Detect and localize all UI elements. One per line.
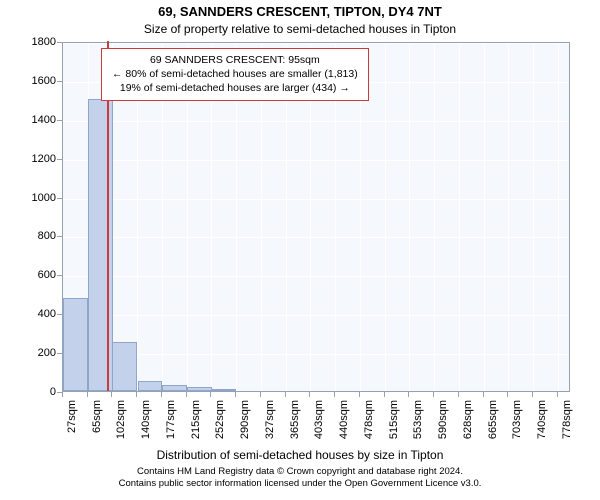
- histogram-bar: [112, 342, 137, 391]
- x-tick-mark: [136, 392, 137, 397]
- y-tick-label: 0: [16, 386, 56, 398]
- y-tick-label: 1000: [16, 192, 56, 204]
- histogram-bar: [162, 385, 187, 391]
- x-tick-mark: [62, 392, 63, 397]
- grid-line-horizontal: [63, 237, 569, 238]
- histogram-bar: [88, 99, 113, 391]
- grid-line-vertical: [484, 43, 485, 391]
- y-tick-mark: [57, 275, 62, 276]
- footer-line-2: Contains public sector information licen…: [0, 478, 600, 490]
- y-tick-mark: [57, 120, 62, 121]
- y-tick-mark: [57, 42, 62, 43]
- grid-line-vertical: [434, 43, 435, 391]
- annotation-line-1: 69 SANNDERS CRESCENT: 95sqm: [112, 53, 358, 67]
- x-tick-mark: [359, 392, 360, 397]
- x-tick-label: 778sqm: [561, 400, 573, 450]
- y-tick-label: 1200: [16, 153, 56, 165]
- x-tick-mark: [87, 392, 88, 397]
- x-tick-label: 65sqm: [91, 400, 103, 450]
- histogram-bar: [187, 387, 212, 391]
- x-tick-mark: [235, 392, 236, 397]
- x-tick-label: 290sqm: [239, 400, 251, 450]
- x-tick-label: 590sqm: [437, 400, 449, 450]
- y-tick-label: 400: [16, 308, 56, 320]
- grid-line-horizontal: [63, 160, 569, 161]
- x-tick-label: 327sqm: [264, 400, 276, 450]
- x-tick-label: 215sqm: [190, 400, 202, 450]
- x-tick-mark: [210, 392, 211, 397]
- grid-line-vertical: [558, 43, 559, 391]
- annotation-line-3: 19% of semi-detached houses are larger (…: [112, 81, 358, 95]
- x-tick-mark: [433, 392, 434, 397]
- x-tick-label: 365sqm: [289, 400, 301, 450]
- y-tick-mark: [57, 314, 62, 315]
- x-tick-label: 252sqm: [214, 400, 226, 450]
- x-axis-title: Distribution of semi-detached houses by …: [0, 448, 600, 462]
- y-tick-label: 600: [16, 269, 56, 281]
- x-tick-label: 703sqm: [511, 400, 523, 450]
- chart-title-main: 69, SANNDERS CRESCENT, TIPTON, DY4 7NT: [0, 4, 600, 19]
- x-tick-label: 628sqm: [462, 400, 474, 450]
- y-tick-mark: [57, 353, 62, 354]
- x-tick-label: 102sqm: [115, 400, 127, 450]
- y-tick-label: 1400: [16, 114, 56, 126]
- grid-line-horizontal: [63, 276, 569, 277]
- x-tick-mark: [458, 392, 459, 397]
- x-tick-mark: [186, 392, 187, 397]
- x-tick-mark: [557, 392, 558, 397]
- x-tick-mark: [260, 392, 261, 397]
- x-tick-mark: [408, 392, 409, 397]
- histogram-bar: [138, 381, 163, 391]
- x-tick-mark: [483, 392, 484, 397]
- x-tick-label: 440sqm: [338, 400, 350, 450]
- x-tick-label: 740sqm: [536, 400, 548, 450]
- grid-line-horizontal: [63, 121, 569, 122]
- x-tick-label: 553sqm: [412, 400, 424, 450]
- y-tick-label: 200: [16, 347, 56, 359]
- grid-line-vertical: [459, 43, 460, 391]
- y-tick-mark: [57, 159, 62, 160]
- y-tick-label: 800: [16, 230, 56, 242]
- y-tick-mark: [57, 236, 62, 237]
- y-tick-label: 1800: [16, 36, 56, 48]
- x-tick-mark: [161, 392, 162, 397]
- histogram-bar: [211, 389, 236, 391]
- footer-attribution: Contains HM Land Registry data © Crown c…: [0, 466, 600, 491]
- chart-title-sub: Size of property relative to semi-detach…: [0, 22, 600, 36]
- x-tick-mark: [384, 392, 385, 397]
- annotation-line-2: ← 80% of semi-detached houses are smalle…: [112, 67, 358, 81]
- chart-container: 69, SANNDERS CRESCENT, TIPTON, DY4 7NT S…: [0, 0, 600, 500]
- x-tick-label: 515sqm: [388, 400, 400, 450]
- x-tick-label: 665sqm: [487, 400, 499, 450]
- grid-line-horizontal: [63, 43, 569, 44]
- y-tick-mark: [57, 198, 62, 199]
- grid-line-vertical: [533, 43, 534, 391]
- x-tick-label: 27sqm: [66, 400, 78, 450]
- x-tick-label: 140sqm: [140, 400, 152, 450]
- x-tick-label: 177sqm: [165, 400, 177, 450]
- x-tick-mark: [111, 392, 112, 397]
- grid-line-vertical: [385, 43, 386, 391]
- histogram-bar: [63, 298, 88, 391]
- annotation-box: 69 SANNDERS CRESCENT: 95sqm ← 80% of sem…: [101, 48, 369, 101]
- x-tick-mark: [532, 392, 533, 397]
- grid-line-horizontal: [63, 315, 569, 316]
- x-tick-label: 478sqm: [363, 400, 375, 450]
- footer-line-1: Contains HM Land Registry data © Crown c…: [0, 466, 600, 478]
- grid-line-horizontal: [63, 354, 569, 355]
- grid-line-horizontal: [63, 199, 569, 200]
- y-tick-mark: [57, 81, 62, 82]
- x-tick-mark: [507, 392, 508, 397]
- grid-line-vertical: [409, 43, 410, 391]
- x-tick-label: 403sqm: [313, 400, 325, 450]
- y-tick-label: 1600: [16, 75, 56, 87]
- grid-line-vertical: [508, 43, 509, 391]
- x-tick-mark: [285, 392, 286, 397]
- x-tick-mark: [309, 392, 310, 397]
- x-tick-mark: [334, 392, 335, 397]
